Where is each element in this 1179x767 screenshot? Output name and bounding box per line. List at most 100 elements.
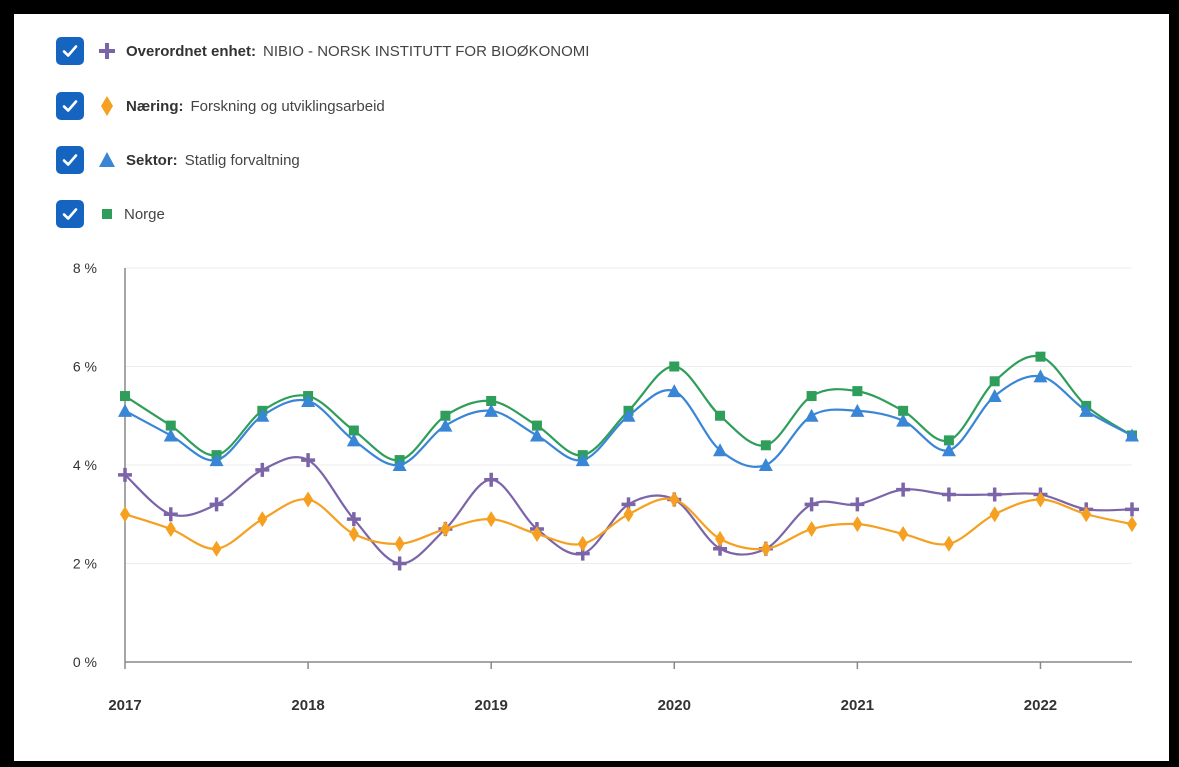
legend-key-label: Sektor:: [126, 151, 178, 169]
data-point-diamond: [165, 521, 176, 538]
data-point-triangle: [804, 408, 819, 422]
data-point-triangle: [896, 413, 911, 427]
y-tick-label: 4 %: [73, 457, 97, 473]
legend-value-label: Statlig forvaltning: [184, 151, 300, 169]
checkbox-sektor[interactable]: [56, 146, 84, 174]
data-point-triangle: [484, 403, 499, 417]
data-point-plus: [896, 482, 911, 497]
data-point-triangle: [209, 453, 224, 467]
data-point-plus: [1125, 502, 1139, 517]
data-point-triangle: [621, 408, 636, 422]
data-point-square: [852, 386, 863, 397]
data-point-diamond: [211, 540, 222, 557]
data-point-square: [715, 410, 726, 421]
data-point-square: [898, 405, 909, 416]
data-point-plus: [118, 467, 132, 482]
data-point-triangle: [713, 443, 728, 457]
legend-value-label: Forskning og utviklingsarbeid: [190, 97, 385, 115]
data-point-plus: [346, 512, 361, 527]
data-point-plus: [163, 507, 178, 522]
checkbox-naering[interactable]: [56, 92, 84, 120]
data-point-diamond: [898, 525, 909, 542]
data-point-diamond: [669, 491, 680, 508]
data-point-square: [760, 440, 771, 451]
x-tick-label: 2022: [1024, 697, 1057, 714]
chart-panel: Overordnet enhet: NIBIO - NORSK INSTITUT…: [14, 14, 1169, 761]
data-point-diamond: [440, 521, 451, 538]
checkbox-overordnet-enhet[interactable]: [56, 37, 84, 65]
data-point-triangle: [1079, 403, 1094, 417]
data-point-diamond: [348, 525, 359, 542]
line-chart: 0 % 2 % 4 % 6 % 8 % 2017 2018 2019 2020 2021 2022: [73, 260, 1139, 714]
data-point-diamond: [1127, 516, 1137, 533]
data-point-diamond: [257, 511, 268, 528]
plus-marker-icon: [96, 41, 118, 61]
data-point-diamond: [1035, 491, 1046, 508]
x-tick-label: 2019: [474, 697, 507, 714]
check-icon: [62, 45, 78, 57]
data-point-plus: [255, 462, 270, 477]
y-tick-label: 0 %: [73, 654, 97, 670]
data-point-plus: [941, 487, 956, 502]
data-point-triangle: [758, 458, 773, 471]
data-point-triangle: [255, 408, 270, 422]
data-point-plus: [804, 497, 819, 512]
data-point-square: [989, 376, 1000, 387]
data-point-diamond: [715, 530, 726, 547]
data-point-diamond: [760, 540, 771, 557]
check-icon: [62, 208, 78, 220]
data-point-triangle: [1125, 428, 1139, 442]
data-point-diamond: [303, 491, 314, 508]
data-point-plus: [392, 556, 407, 571]
data-point-diamond: [577, 535, 588, 552]
data-point-triangle: [301, 393, 316, 407]
data-point-triangle: [346, 433, 361, 447]
diamond-marker-icon: [96, 95, 118, 117]
legend-item-naering[interactable]: Næring: Forskning og utviklingsarbeid: [56, 91, 385, 121]
data-point-square: [806, 391, 817, 402]
legend-key-label: Næring:: [126, 97, 184, 115]
data-point-diamond: [943, 535, 954, 552]
data-point-diamond: [852, 516, 863, 533]
data-point-square: [348, 425, 359, 436]
checkbox-norge[interactable]: [56, 200, 84, 228]
triangle-marker-icon: [96, 150, 118, 170]
y-tick-label: 6 %: [73, 359, 97, 375]
data-point-diamond: [531, 525, 542, 542]
x-tick-label: 2018: [291, 697, 324, 714]
data-point-diamond: [394, 535, 405, 552]
legend-item-norge[interactable]: Norge: [56, 199, 165, 229]
data-point-triangle: [667, 384, 682, 398]
x-tick-label: 2021: [841, 697, 874, 714]
data-point-triangle: [575, 453, 590, 467]
data-point-plus: [301, 453, 316, 468]
data-point-diamond: [486, 511, 497, 528]
data-point-diamond: [1081, 506, 1092, 523]
data-point-plus: [209, 497, 224, 512]
data-point-plus: [484, 472, 499, 487]
data-point-triangle: [850, 403, 865, 417]
data-point-triangle: [392, 458, 407, 471]
legend-item-sektor[interactable]: Sektor: Statlig forvaltning: [56, 145, 300, 175]
y-tick-label: 8 %: [73, 260, 97, 276]
legend-value-label: Norge: [124, 205, 165, 223]
data-point-triangle: [163, 428, 178, 442]
legend-key-label: Overordnet enhet:: [126, 42, 257, 60]
data-point-diamond: [120, 506, 130, 523]
data-point-square: [943, 435, 954, 446]
data-point-diamond: [806, 521, 817, 538]
square-marker-icon: [96, 207, 118, 221]
data-point-square: [1035, 351, 1046, 362]
data-point-triangle: [987, 389, 1002, 403]
data-point-plus: [850, 497, 865, 512]
data-point-square: [531, 420, 542, 431]
legend-item-overordnet-enhet[interactable]: Overordnet enhet: NIBIO - NORSK INSTITUT…: [56, 36, 589, 66]
check-icon: [62, 100, 78, 112]
data-point-square: [165, 420, 176, 431]
data-point-triangle: [941, 443, 956, 457]
data-point-square: [669, 361, 680, 372]
data-point-diamond: [623, 506, 634, 523]
data-point-square: [120, 391, 130, 402]
data-point-triangle: [529, 428, 544, 442]
data-point-diamond: [989, 506, 1000, 523]
